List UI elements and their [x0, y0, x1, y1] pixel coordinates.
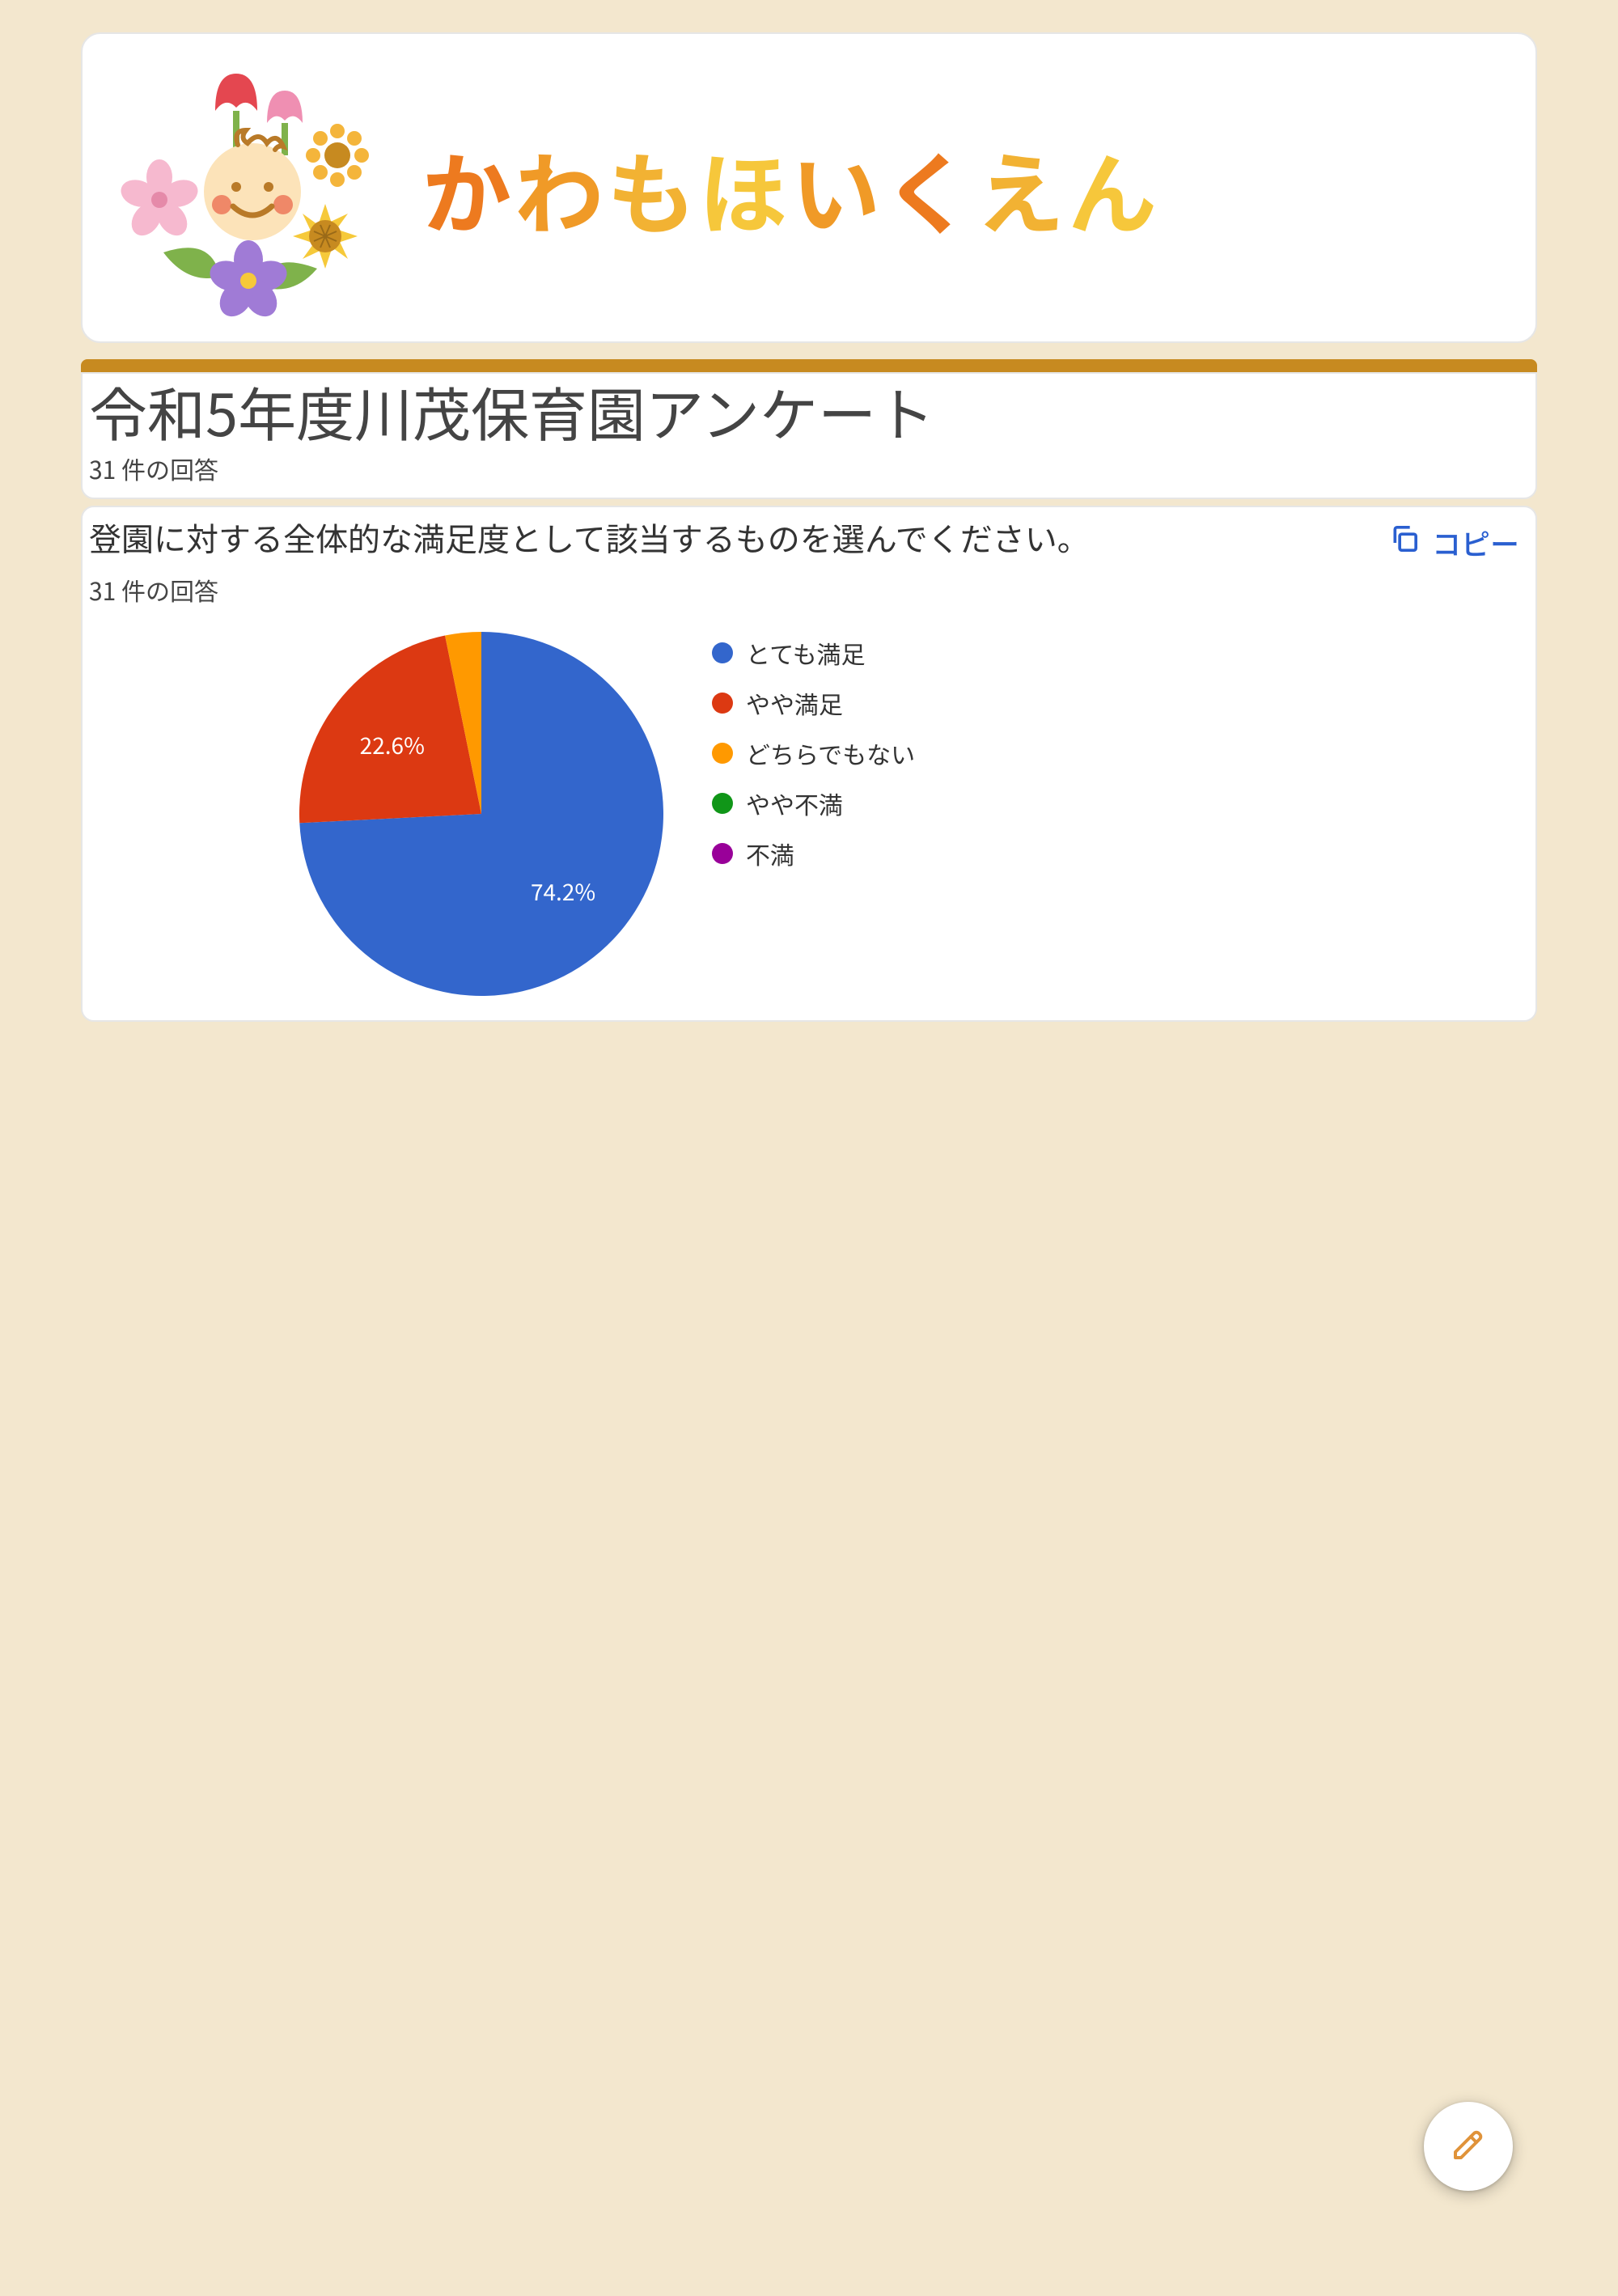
copy-icon: [1388, 522, 1421, 564]
pie-slice-label: 74.2%: [531, 875, 595, 908]
chart-legend: とても満足やや満足どちらでもないやや不満不満: [712, 632, 915, 871]
copy-button[interactable]: コピー: [1379, 517, 1529, 569]
pie-chart: 74.2% 22.6%: [299, 632, 663, 996]
banner-title: かわもほいくえん: [422, 123, 1160, 252]
legend-swatch: [712, 743, 733, 764]
legend-swatch: [712, 843, 733, 864]
pie-slice-label: 22.6%: [360, 729, 425, 761]
page-root: かわもほいくえん 令和5年度川茂保育園アンケート 31 件の回答 登園に対する全…: [0, 0, 1618, 2296]
legend-label: やや不満: [746, 786, 843, 821]
pencil-icon: [1449, 2125, 1488, 2168]
question-response-count: 31 件の回答: [89, 572, 1090, 608]
legend-swatch: [712, 693, 733, 714]
question-card: 登園に対する全体的な満足度として該当するものを選んでください。 31 件の回答 …: [81, 506, 1537, 1022]
edit-fab[interactable]: [1424, 2102, 1513, 2191]
survey-title: 令和5年度川茂保育園アンケート: [89, 379, 1529, 443]
legend-label: 不満: [746, 836, 794, 871]
legend-item[interactable]: やや満足: [712, 685, 915, 721]
banner-card: かわもほいくえん: [81, 32, 1537, 343]
legend-item[interactable]: とても満足: [712, 635, 915, 671]
legend-label: とても満足: [746, 635, 866, 671]
question-header: 登園に対する全体的な満足度として該当するものを選んでください。 31 件の回答 …: [89, 517, 1529, 608]
legend-label: どちらでもない: [746, 735, 915, 771]
legend-label: やや満足: [746, 685, 843, 721]
nursery-logo: [115, 58, 390, 317]
copy-button-label: コピー: [1432, 522, 1519, 564]
survey-title-card: 令和5年度川茂保育園アンケート 31 件の回答: [81, 372, 1537, 499]
survey-response-count: 31 件の回答: [89, 451, 1529, 486]
legend-item[interactable]: 不満: [712, 836, 915, 871]
pie-svg: [299, 632, 663, 996]
legend-item[interactable]: やや不満: [712, 786, 915, 821]
chart-zone: 74.2% 22.6% とても満足やや満足どちらでもないやや不満不満: [89, 632, 1529, 996]
legend-swatch: [712, 793, 733, 814]
legend-item[interactable]: どちらでもない: [712, 735, 915, 771]
question-text: 登園に対する全体的な満足度として該当するものを選んでください。: [89, 517, 1090, 557]
legend-swatch: [712, 642, 733, 663]
